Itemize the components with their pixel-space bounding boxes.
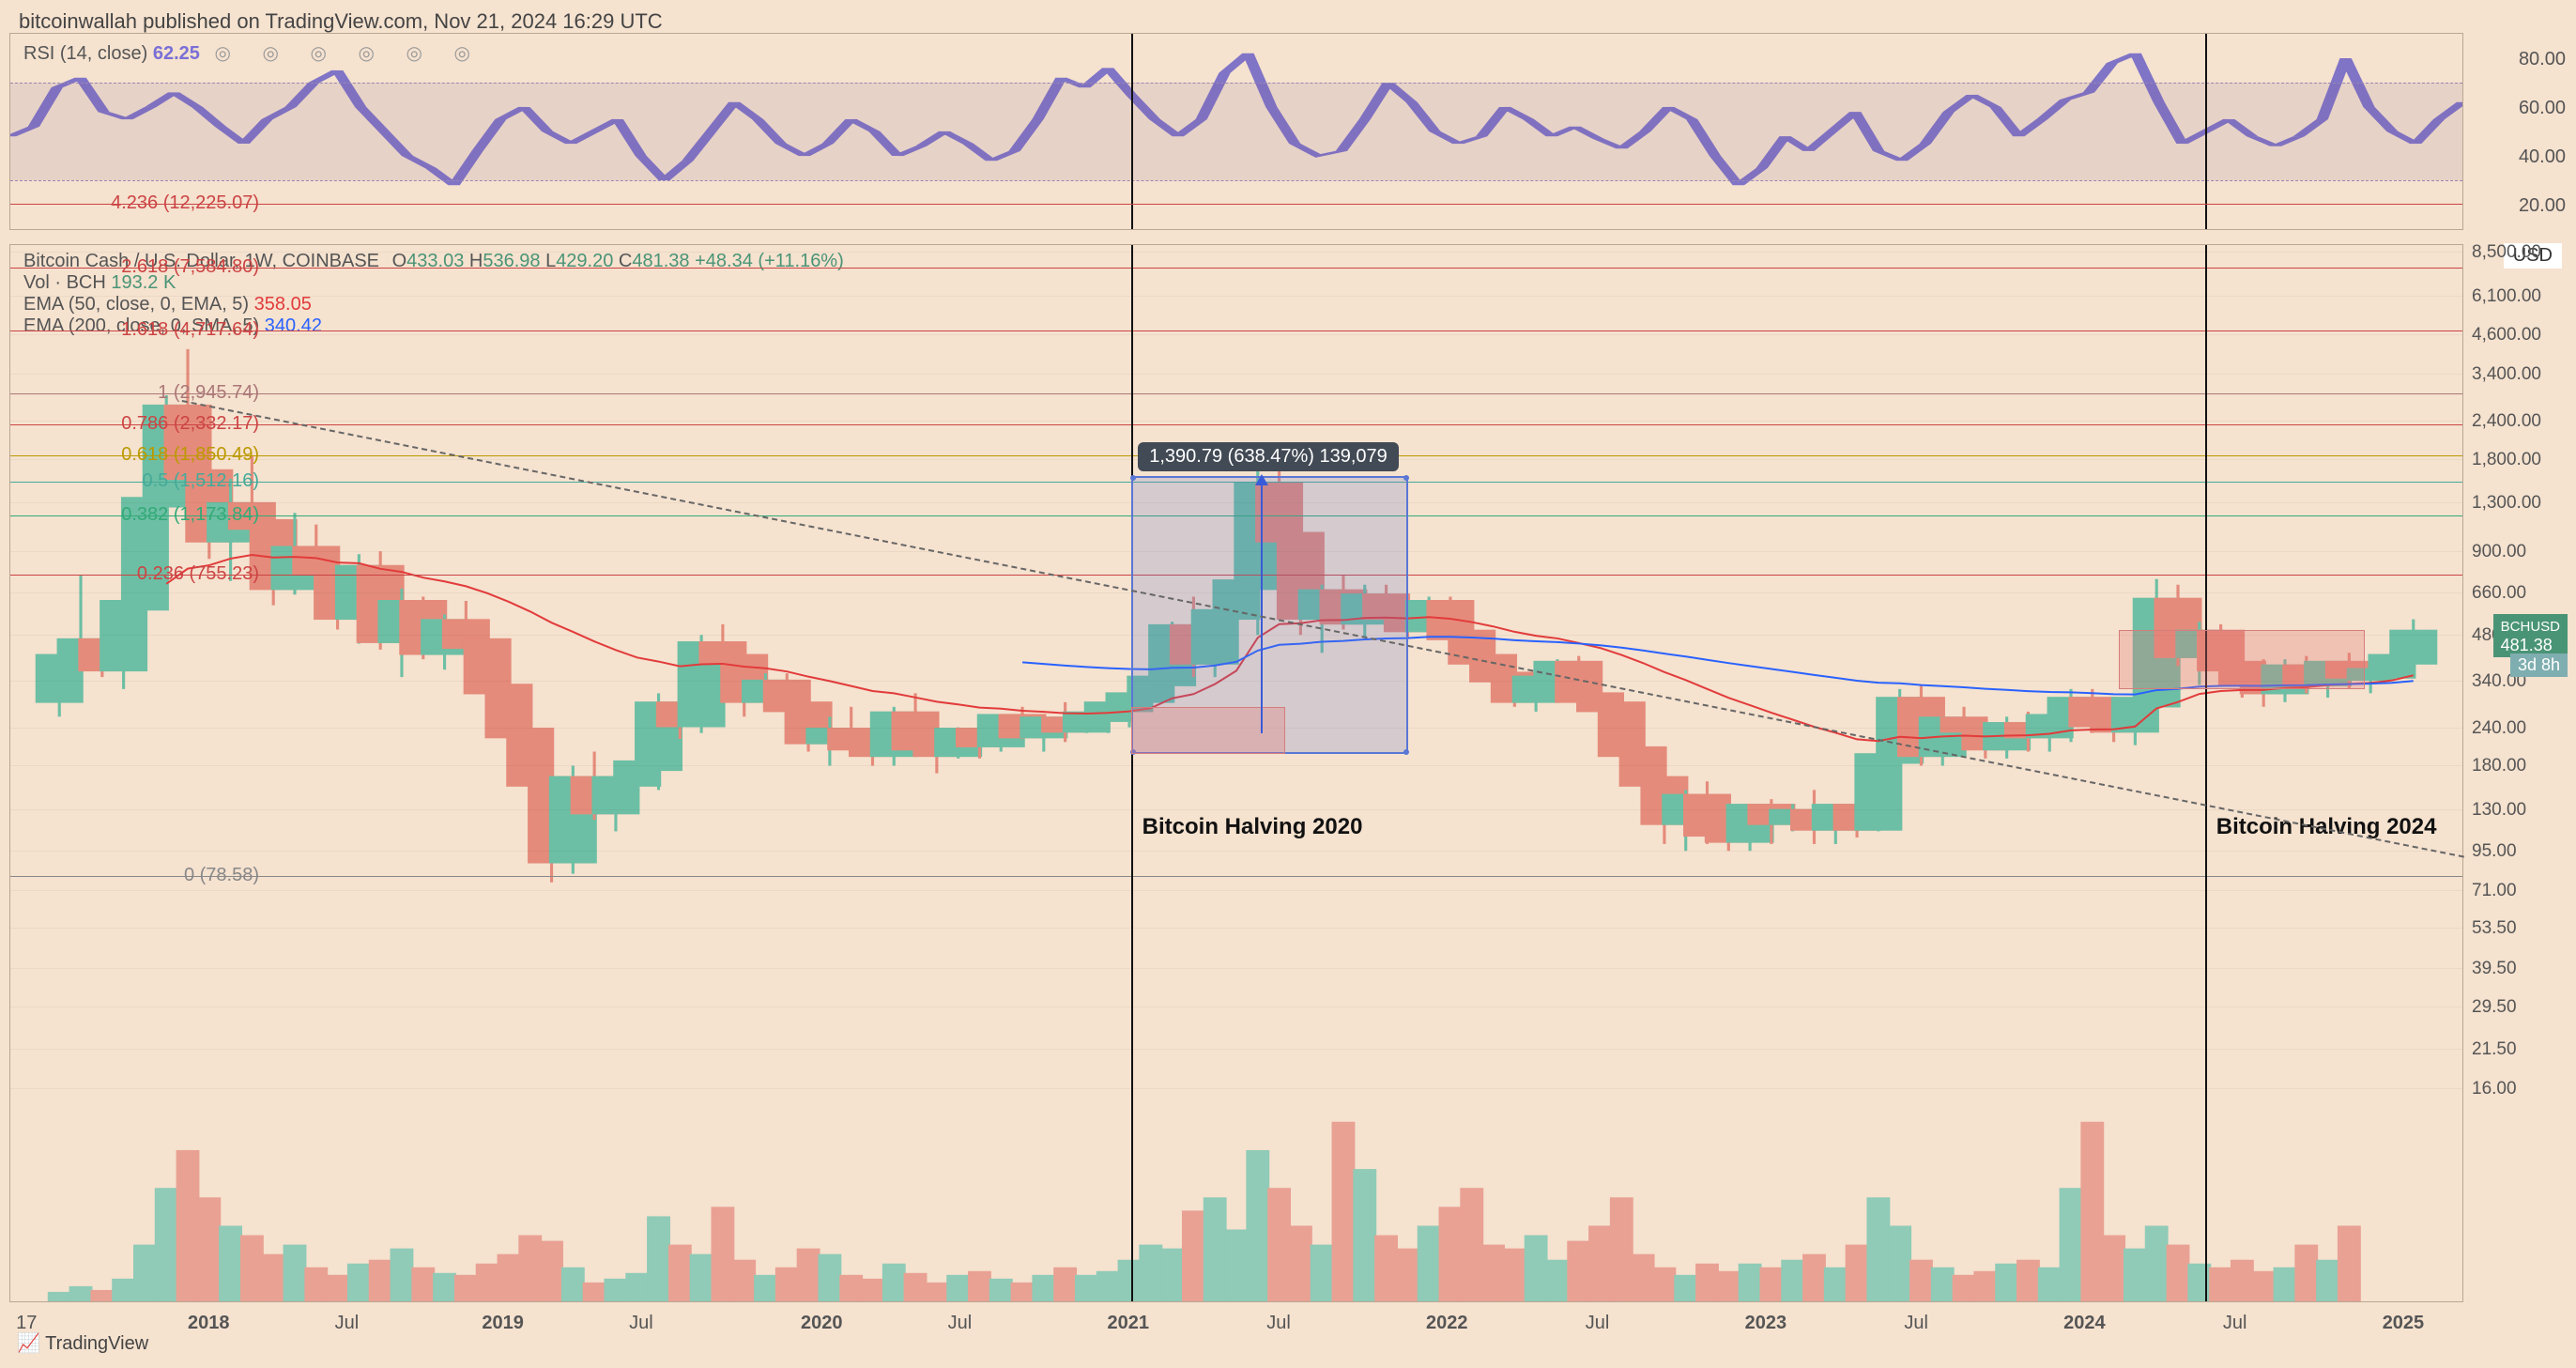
fib-line: [10, 393, 2462, 394]
arrow-head-icon: [1255, 474, 1268, 485]
time-axis-label: Jul: [629, 1313, 653, 1334]
rsi-pane[interactable]: RSI (14, close) 62.25 ◎ ◎ ◎ ◎ ◎ ◎ 80.006…: [9, 33, 2463, 230]
price-gridline: [10, 928, 2462, 929]
price-pane[interactable]: Bitcoin Cash / U.S. Dollar, 1W, COINBASE…: [9, 244, 2463, 1302]
consolidation-box: [2119, 630, 2364, 689]
time-axis-label: 2021: [1107, 1313, 1149, 1334]
price-axis-label: 4,600.00: [2472, 325, 2566, 346]
price-axis-label: 21.50: [2472, 1039, 2566, 1060]
fib-label: 1 (2,945.74): [158, 382, 259, 404]
fib-label: 2.618 (7,584.80): [121, 256, 259, 278]
fib-line: [10, 876, 2462, 877]
halving-line: [1131, 34, 1133, 229]
price-axis-label: 1,300.00: [2472, 493, 2566, 514]
price-plot: [10, 245, 2462, 1301]
price-gridline: [10, 851, 2462, 852]
time-axis-label: 2023: [1745, 1313, 1787, 1334]
price-gridline: [10, 1049, 2462, 1050]
fib-line: [10, 268, 2462, 269]
price-axis-label: 53.50: [2472, 918, 2566, 939]
price-axis-label: 95.00: [2472, 841, 2566, 862]
time-axis-label: 2022: [1426, 1313, 1468, 1334]
halving-label: Bitcoin Halving 2020: [1142, 814, 1363, 840]
time-axis-label: 2024: [2063, 1313, 2106, 1334]
rsi-axis-label: 20.00: [2519, 195, 2566, 217]
last-price-tag: BCHUSD481.38: [2493, 614, 2568, 657]
rsi-level-line: [10, 180, 2462, 181]
price-axis-label: 29.50: [2472, 997, 2566, 1018]
price-gridline: [10, 968, 2462, 969]
publish-header: bitcoinwallah published on TradingView.c…: [19, 9, 663, 34]
price-axis-label: 180.00: [2472, 756, 2566, 776]
price-gridline: [10, 374, 2462, 375]
price-axis-label: 1,800.00: [2472, 450, 2566, 470]
fib-label: 1.618 (4,717.64): [121, 319, 259, 341]
price-axis-label: 660.00: [2472, 583, 2566, 604]
time-axis-label: Jul: [335, 1313, 360, 1334]
halving-line: [2205, 34, 2207, 229]
time-axis-label: 2018: [188, 1313, 230, 1334]
halving-label: Bitcoin Halving 2024: [2216, 814, 2437, 840]
fib-line: [10, 330, 2462, 331]
fib-label: 0.786 (2,332.17): [121, 413, 259, 435]
rsi-level-line: [10, 83, 2462, 84]
rsi-band: [10, 83, 2462, 180]
rsi-axis-label: 60.00: [2519, 98, 2566, 119]
time-axis-label: 2020: [801, 1313, 843, 1334]
time-axis-label: Jul: [1904, 1313, 1928, 1334]
price-gridline: [10, 421, 2462, 422]
price-gridline: [10, 252, 2462, 253]
price-axis-label: 2,400.00: [2472, 411, 2566, 432]
price-gridline: [10, 334, 2462, 335]
fib-line: [10, 424, 2462, 425]
fib-line: [10, 204, 2462, 205]
price-axis-label: 39.50: [2472, 959, 2566, 979]
time-axis-label: Jul: [2223, 1313, 2247, 1334]
time-axis-label: Jul: [948, 1313, 973, 1334]
price-axis-label: 130.00: [2472, 800, 2566, 821]
measure-arrow: [1261, 476, 1263, 733]
rsi-axis-label: 80.00: [2519, 49, 2566, 70]
price-axis-label: 3,400.00: [2472, 364, 2566, 385]
fib-label: 0.618 (1,850.49): [121, 444, 259, 466]
price-axis-label: 8,500.00: [2472, 242, 2566, 263]
price-axis-label: 16.00: [2472, 1079, 2566, 1099]
price-axis-label: 71.00: [2472, 881, 2566, 901]
fib-label: 0.236 (755.23): [137, 563, 259, 585]
fib-label: 0.382 (1,173.84): [121, 504, 259, 526]
fib-label: 0 (78.58): [184, 865, 259, 886]
halving-line: [2205, 245, 2207, 1301]
time-axis-label: 2025: [2383, 1313, 2425, 1334]
time-axis-label: Jul: [1586, 1313, 1610, 1334]
price-gridline: [10, 890, 2462, 891]
tradingview-logo: 📈 TradingView: [17, 1331, 148, 1355]
price-axis-label: 240.00: [2472, 718, 2566, 739]
price-axis-label: 6,100.00: [2472, 286, 2566, 307]
rsi-axis-label: 40.00: [2519, 146, 2566, 168]
measure-label: 1,390.79 (638.47%) 139,079: [1138, 442, 1399, 471]
price-gridline: [10, 809, 2462, 810]
fib-label: 4.236 (12,225.07): [111, 192, 259, 214]
price-gridline: [10, 1088, 2462, 1089]
price-axis-label: 900.00: [2472, 542, 2566, 562]
fib-label: 0.5 (1,512.16): [142, 470, 259, 492]
time-axis-label: Jul: [1266, 1313, 1291, 1334]
halving-line: [1131, 245, 1133, 1301]
time-axis-label: 2019: [482, 1313, 524, 1334]
price-gridline: [10, 765, 2462, 766]
countdown-tag: 3d 8h: [2510, 653, 2568, 677]
price-gridline: [10, 296, 2462, 297]
